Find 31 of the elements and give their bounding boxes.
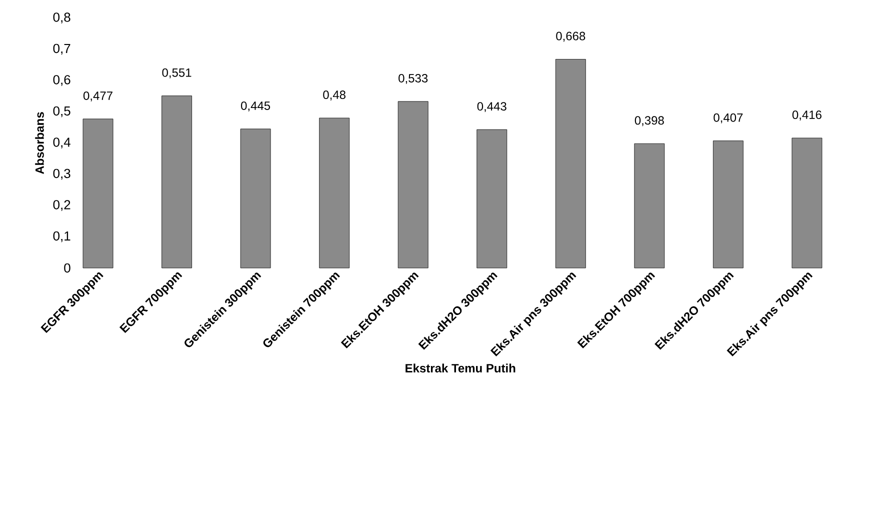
data-label: 0,533 (398, 74, 428, 84)
data-label: 0,668 (556, 32, 586, 42)
y-tick-label: 0,4 (53, 138, 70, 148)
y-tick-label: 0,1 (53, 231, 70, 242)
y-tick-label: 0,3 (53, 168, 70, 180)
y-tick-label: 0,2 (53, 200, 70, 211)
bar (240, 128, 271, 268)
data-label: 0,416 (792, 110, 822, 120)
y-tick-label: 0,8 (53, 12, 70, 24)
y-tick-label: 0,5 (53, 106, 70, 118)
y-tick-label: 0 (64, 263, 70, 273)
bar (476, 129, 508, 268)
bar (319, 118, 350, 268)
data-label: 0,477 (83, 91, 112, 102)
data-label: 0,48 (323, 90, 346, 100)
bar (398, 101, 428, 268)
data-label: 0,398 (634, 116, 664, 126)
x-axis-title: Ekstrak Temu Putih (406, 364, 516, 372)
y-tick-label: 0,6 (53, 75, 70, 86)
data-label: 0,445 (241, 101, 270, 112)
bar (713, 140, 744, 268)
bar (634, 143, 665, 268)
bar (82, 118, 114, 268)
y-axis-title: Absorbans (35, 112, 44, 174)
data-label: 0,551 (162, 68, 192, 78)
bar (555, 59, 586, 268)
bar (792, 138, 822, 268)
bar (162, 96, 192, 268)
data-label: 0,407 (714, 113, 743, 124)
data-label: 0,443 (477, 102, 506, 112)
y-tick-label: 0,7 (53, 44, 70, 55)
